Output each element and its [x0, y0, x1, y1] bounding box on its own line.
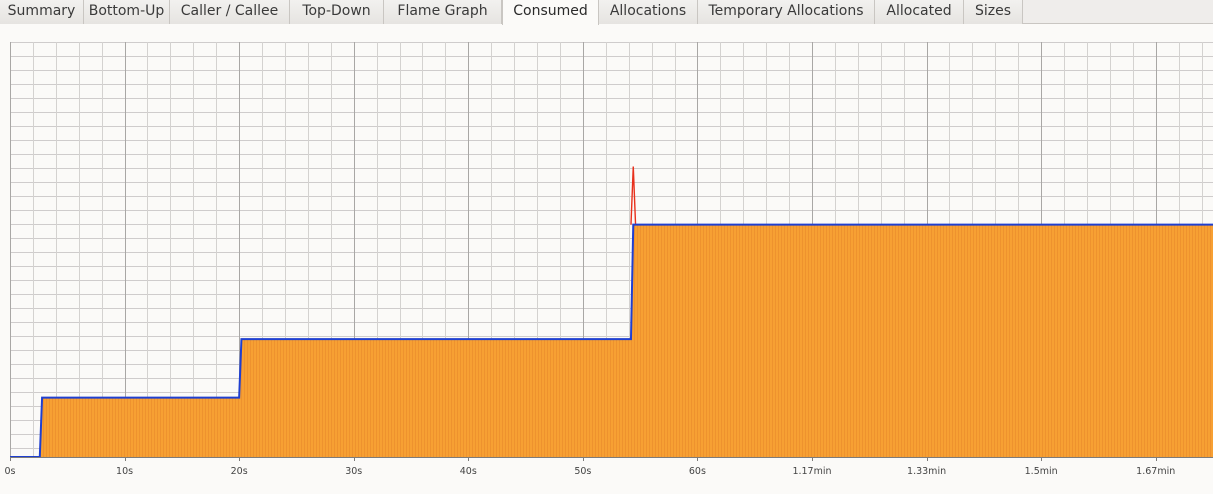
x-tick-label: 1.33min — [907, 466, 946, 477]
tab-caller-callee[interactable]: Caller / Callee — [170, 0, 290, 24]
tab-temporary-allocations[interactable]: Temporary Allocations — [698, 0, 875, 24]
tab-bottom-up[interactable]: Bottom-Up — [84, 0, 170, 24]
x-tick-label: 1.17min — [792, 466, 831, 477]
tab-flame-graph[interactable]: Flame Graph — [384, 0, 502, 24]
x-tick-label: 60s — [689, 466, 706, 477]
tab-top-down[interactable]: Top-Down — [290, 0, 384, 24]
x-tick-label: 10s — [116, 466, 133, 477]
tab-consumed[interactable]: Consumed — [502, 0, 599, 25]
tab-summary[interactable]: Summary — [0, 0, 84, 24]
x-tick-label: 50s — [574, 466, 591, 477]
peak-line — [630, 166, 637, 225]
x-tick-label: 40s — [460, 466, 477, 477]
area-hatching — [40, 224, 1211, 457]
tab-allocations[interactable]: Allocations — [599, 0, 698, 24]
consumed-chart-svg: 0s 10s 20s 30s 40s 50s 60s 1.17min 1.33min 1.5min… — [5, 42, 1213, 477]
tab-bar: Summary Bottom-Up Caller / Callee Top-Down F… — [0, 0, 1213, 25]
tab-allocated[interactable]: Allocated — [875, 0, 964, 24]
x-tick-label: 0s — [5, 466, 16, 477]
x-tick-label: 1.5min — [1025, 466, 1058, 477]
tab-sizes[interactable]: Sizes — [964, 0, 1023, 24]
consumed-chart: 0s 10s 20s 30s 40s 50s 60s 1.17min 1.33min 1.5min… — [0, 24, 1213, 490]
consumed-line — [10, 223, 1213, 458]
x-tick-label: 30s — [345, 466, 362, 477]
x-tick-label: 20s — [231, 466, 248, 477]
x-tick-label: 1.67min — [1136, 466, 1175, 477]
